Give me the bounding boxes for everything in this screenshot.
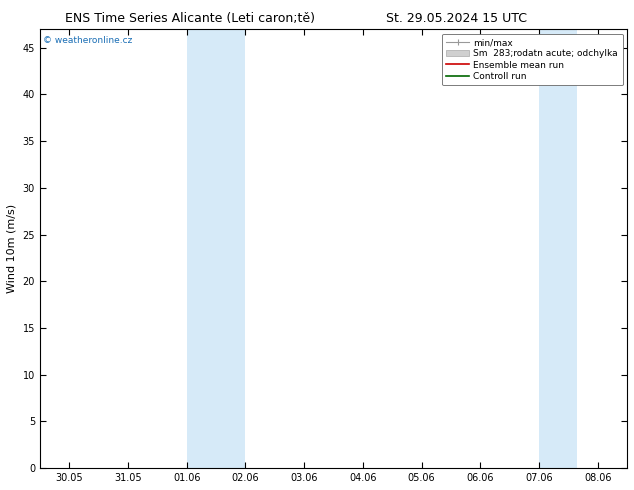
Text: © weatheronline.cz: © weatheronline.cz — [43, 36, 132, 45]
Y-axis label: Wind 10m (m/s): Wind 10m (m/s) — [7, 204, 17, 293]
Bar — [539, 29, 577, 468]
Text: ENS Time Series Alicante (Leti caron;tě): ENS Time Series Alicante (Leti caron;tě) — [65, 12, 315, 25]
Bar — [186, 29, 245, 468]
Legend: min/max, Sm  283;rodatn acute; odchylka, Ensemble mean run, Controll run: min/max, Sm 283;rodatn acute; odchylka, … — [442, 33, 623, 85]
Text: St. 29.05.2024 15 UTC: St. 29.05.2024 15 UTC — [386, 12, 527, 25]
